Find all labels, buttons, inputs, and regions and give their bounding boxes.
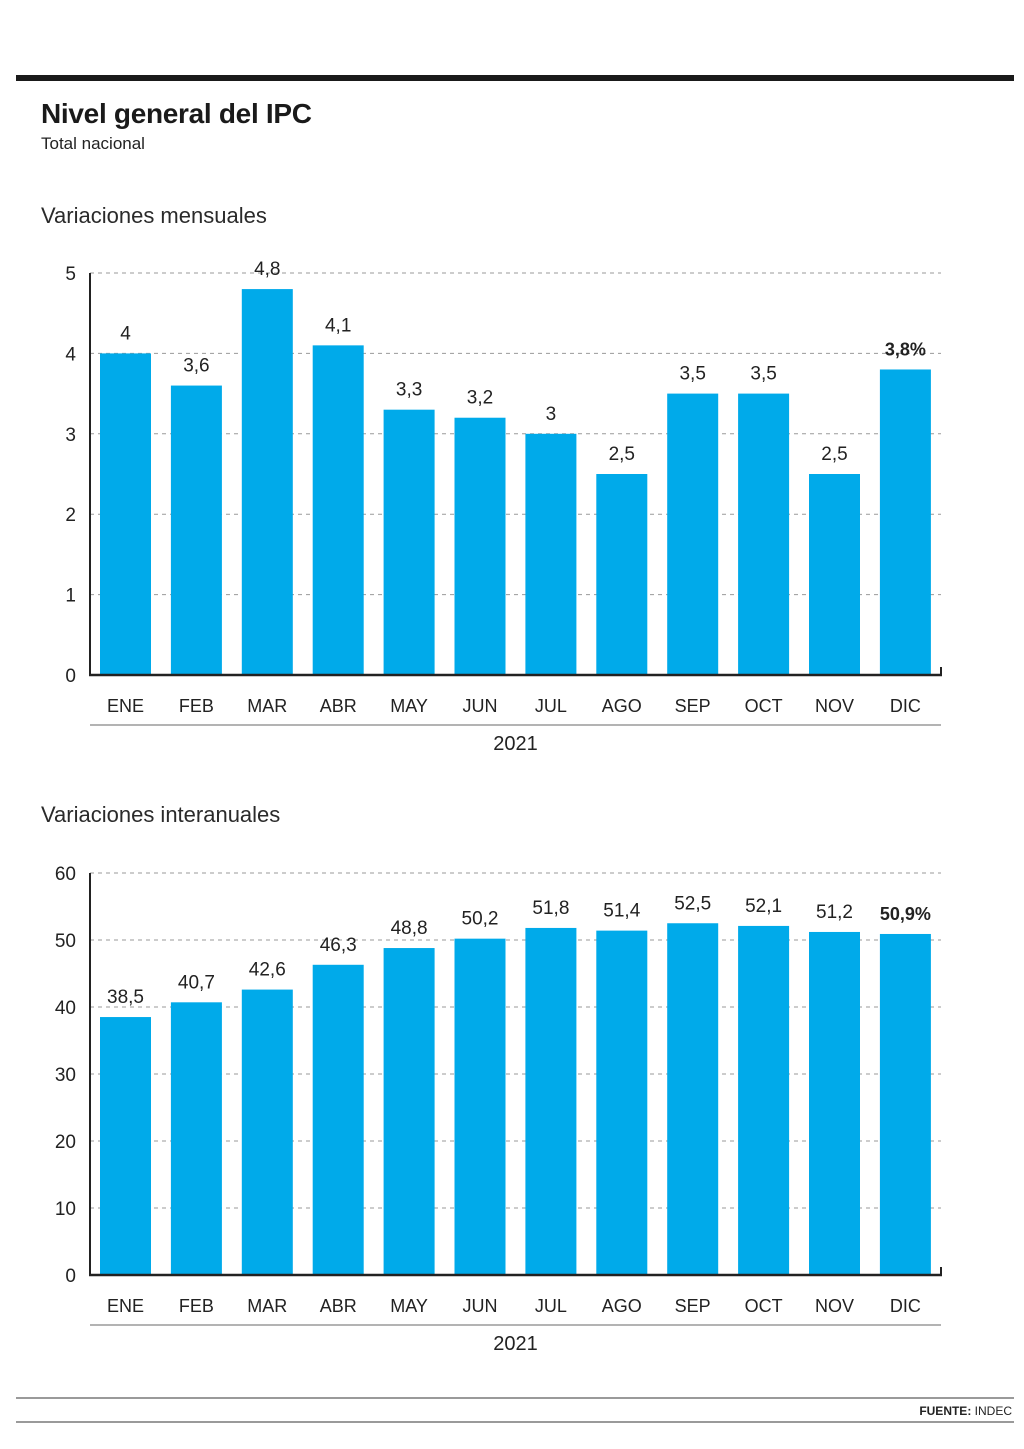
y-tick-label: 10 xyxy=(55,1199,76,1220)
source-value: INDEC xyxy=(974,1404,1012,1418)
bar-abr xyxy=(312,345,364,675)
data-label: 50,2 xyxy=(462,909,499,930)
x-tick-label: FEB xyxy=(179,696,214,716)
data-label: 3,2 xyxy=(467,388,493,409)
yearly-bar-chart: 0 10 20 30 40 50 60 38,5 ENE 40,7 FEB 42,6 MAR 46,3 AB… xyxy=(55,864,942,1355)
data-label: 2,5 xyxy=(609,444,635,465)
bar-ene xyxy=(100,1017,151,1275)
x-tick-label: DIC xyxy=(890,1296,921,1316)
bar-ene xyxy=(100,353,151,675)
y-tick-label: 0 xyxy=(65,666,76,687)
bar-mar xyxy=(241,989,293,1275)
x-tick-label: AGO xyxy=(602,696,642,716)
data-label: 4,8 xyxy=(254,259,280,280)
data-label: 48,8 xyxy=(391,918,428,939)
x-tick-label: ENE xyxy=(107,696,144,716)
y-tick-label: 2 xyxy=(65,505,76,526)
data-label: 2,5 xyxy=(821,444,847,465)
footer-rule-bottom xyxy=(16,1421,1014,1423)
data-label: 4 xyxy=(120,323,131,344)
x-tick-label: ABR xyxy=(320,1296,357,1316)
chart-subtitle: Total nacional xyxy=(41,134,145,153)
y-tick-label: 1 xyxy=(65,586,76,607)
source-note: FUENTE: INDEC xyxy=(919,1404,1012,1418)
bar-dic xyxy=(879,369,931,675)
x-tick-label: OCT xyxy=(745,1296,783,1316)
bar-jul xyxy=(525,927,577,1275)
chart-title: Nivel general del IPC xyxy=(41,98,312,129)
data-label: 3,6 xyxy=(183,356,209,377)
x-tick-label: SEP xyxy=(675,696,711,716)
monthly-section-title: Variaciones mensuales xyxy=(41,203,267,228)
bar-abr xyxy=(312,964,364,1275)
data-label: 4,1 xyxy=(325,315,351,336)
x-tick-label: MAY xyxy=(390,1296,428,1316)
bar-jun xyxy=(454,938,506,1275)
bar-sep xyxy=(667,923,719,1275)
bar-jun xyxy=(454,417,506,675)
bar-ago xyxy=(596,474,648,675)
source-label: FUENTE: xyxy=(919,1404,972,1418)
data-label: 38,5 xyxy=(107,987,144,1008)
footer-rule-top xyxy=(16,1397,1014,1399)
data-label: 40,7 xyxy=(178,972,215,993)
data-label: 52,5 xyxy=(674,893,711,914)
top-rule xyxy=(16,75,1014,81)
x-tick-label: AGO xyxy=(602,1296,642,1316)
y-tick-label: 60 xyxy=(55,864,76,885)
x-tick-label: MAR xyxy=(247,1296,287,1316)
x-tick-label: MAR xyxy=(247,696,287,716)
bar-nov xyxy=(809,474,860,675)
bar-oct xyxy=(738,925,790,1275)
x-tick-label: ABR xyxy=(320,696,357,716)
x-axis-title: 2021 xyxy=(493,733,538,755)
bar-feb xyxy=(170,1002,222,1275)
y-tick-label: 50 xyxy=(55,931,76,952)
x-tick-label: JUL xyxy=(535,696,567,716)
bar-dic xyxy=(879,933,931,1275)
data-label: 3,3 xyxy=(396,380,422,401)
y-tick-label: 30 xyxy=(55,1065,76,1086)
bar-sep xyxy=(667,393,719,675)
data-label: 50,9% xyxy=(880,904,931,924)
data-label: 3,8% xyxy=(885,339,926,359)
x-tick-label: JUN xyxy=(463,1296,498,1316)
bar-feb xyxy=(170,385,222,675)
x-tick-label: NOV xyxy=(815,1296,854,1316)
y-tick-label: 4 xyxy=(65,344,76,365)
data-label: 52,1 xyxy=(745,896,782,917)
x-tick-label: ENE xyxy=(107,1296,144,1316)
monthly-bar-chart: 0 1 2 3 4 5 4 ENE 3,6 FEB 4,8 MAR 4,1 ABR 3,3 MAY 3,2 JUN… xyxy=(65,259,942,755)
x-tick-label: DIC xyxy=(890,696,921,716)
data-label: 51,4 xyxy=(603,901,640,922)
data-label: 51,2 xyxy=(816,902,853,923)
bar-nov xyxy=(809,931,860,1275)
y-tick-label: 40 xyxy=(55,998,76,1019)
x-tick-label: NOV xyxy=(815,696,854,716)
yearly-section-title: Variaciones interanuales xyxy=(41,802,281,827)
y-tick-label: 5 xyxy=(65,264,76,285)
y-tick-label: 3 xyxy=(65,425,76,446)
data-label: 42,6 xyxy=(249,960,286,981)
y-tick-label: 20 xyxy=(55,1132,76,1153)
data-label: 3,5 xyxy=(679,364,705,385)
bar-oct xyxy=(738,393,790,675)
x-tick-label: JUL xyxy=(535,1296,567,1316)
bar-ago xyxy=(596,930,648,1275)
x-tick-label: FEB xyxy=(179,1296,214,1316)
data-label: 51,8 xyxy=(532,898,569,919)
y-tick-label: 0 xyxy=(65,1266,76,1287)
bar-may xyxy=(383,948,435,1275)
bar-may xyxy=(383,409,435,675)
data-label: 46,3 xyxy=(320,935,357,956)
data-label: 3 xyxy=(546,404,557,425)
bar-jul xyxy=(525,433,577,675)
bar-mar xyxy=(241,289,293,675)
x-tick-label: JUN xyxy=(463,696,498,716)
x-tick-label: SEP xyxy=(675,1296,711,1316)
x-tick-label: MAY xyxy=(390,696,428,716)
x-tick-label: OCT xyxy=(745,696,783,716)
data-label: 3,5 xyxy=(750,364,776,385)
x-axis-title: 2021 xyxy=(493,1333,538,1355)
